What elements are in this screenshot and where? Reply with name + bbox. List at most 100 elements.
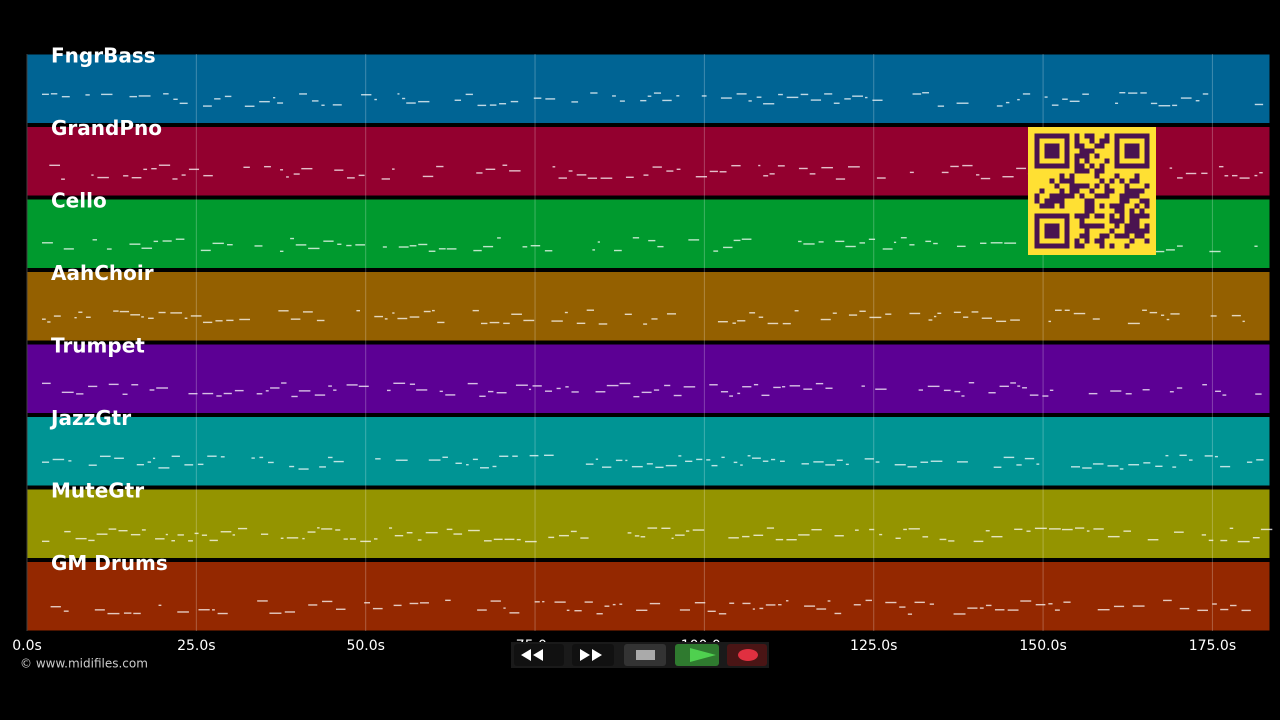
qr-module bbox=[1044, 203, 1050, 209]
note-texture bbox=[907, 613, 913, 615]
note-texture bbox=[835, 178, 846, 180]
note-texture bbox=[122, 393, 128, 395]
note-texture bbox=[872, 99, 883, 101]
note-texture bbox=[172, 178, 178, 180]
note-texture bbox=[782, 322, 791, 325]
note-texture bbox=[798, 240, 802, 243]
note-texture bbox=[1115, 102, 1119, 104]
note-texture bbox=[91, 174, 94, 176]
note-texture bbox=[42, 318, 46, 320]
note-texture bbox=[476, 172, 483, 174]
note-texture bbox=[212, 609, 215, 611]
note-texture bbox=[406, 102, 416, 104]
note-texture bbox=[510, 100, 519, 103]
note-texture bbox=[761, 394, 770, 397]
time-tick-label: 0.0s bbox=[12, 638, 42, 654]
note-texture bbox=[922, 92, 930, 94]
note-texture bbox=[477, 104, 487, 107]
note-texture bbox=[472, 458, 478, 461]
note-texture bbox=[545, 98, 556, 100]
note-texture bbox=[736, 93, 747, 95]
note-texture bbox=[42, 382, 51, 385]
record-button[interactable] bbox=[727, 644, 767, 666]
note-texture bbox=[289, 465, 295, 468]
note-texture bbox=[1149, 311, 1158, 314]
note-texture bbox=[651, 318, 658, 320]
note-texture bbox=[778, 93, 783, 96]
qr-module bbox=[1059, 203, 1065, 209]
note-texture bbox=[184, 464, 194, 466]
rewind-button[interactable] bbox=[514, 644, 564, 666]
note-texture bbox=[848, 314, 858, 316]
note-texture bbox=[980, 242, 987, 244]
note-texture bbox=[402, 97, 406, 100]
note-texture bbox=[773, 386, 781, 389]
note-texture bbox=[1132, 605, 1145, 607]
note-texture bbox=[472, 309, 479, 312]
note-texture bbox=[985, 604, 992, 607]
track-name: FngrBass bbox=[51, 44, 156, 68]
transport-controls bbox=[511, 642, 769, 668]
note-texture bbox=[954, 390, 961, 393]
qr-module bbox=[1144, 203, 1150, 209]
note-texture bbox=[709, 384, 718, 386]
forward-button[interactable] bbox=[572, 644, 614, 666]
note-texture bbox=[868, 238, 876, 240]
note-texture bbox=[319, 466, 326, 468]
note-texture bbox=[794, 310, 799, 312]
note-texture bbox=[574, 610, 582, 612]
qr-module bbox=[1084, 133, 1090, 139]
note-texture bbox=[1044, 96, 1048, 98]
note-texture bbox=[803, 388, 813, 390]
note-texture bbox=[42, 93, 49, 96]
note-texture bbox=[473, 249, 482, 252]
note-texture bbox=[1237, 540, 1250, 543]
note-texture bbox=[226, 319, 234, 322]
note-texture bbox=[496, 392, 507, 394]
note-texture bbox=[742, 602, 751, 605]
qr-module bbox=[1114, 173, 1120, 179]
note-texture bbox=[394, 534, 404, 537]
note-texture bbox=[619, 100, 625, 102]
note-texture bbox=[201, 534, 208, 536]
note-texture bbox=[1230, 604, 1237, 607]
note-texture bbox=[606, 384, 619, 387]
note-texture bbox=[864, 458, 874, 460]
note-texture bbox=[571, 101, 579, 103]
note-texture bbox=[551, 320, 563, 322]
note-texture bbox=[657, 245, 664, 248]
note-texture bbox=[291, 395, 298, 398]
note-texture bbox=[343, 538, 348, 540]
note-texture bbox=[131, 177, 142, 179]
note-texture bbox=[1125, 393, 1132, 395]
note-texture bbox=[337, 243, 342, 245]
play-button[interactable] bbox=[675, 644, 719, 666]
qr-module bbox=[1134, 228, 1140, 234]
qr-module bbox=[1124, 183, 1130, 189]
note-texture bbox=[61, 95, 70, 98]
note-texture bbox=[909, 312, 921, 315]
stop-icon bbox=[636, 650, 655, 660]
qr-module bbox=[1084, 148, 1090, 154]
note-texture bbox=[845, 463, 849, 466]
note-texture bbox=[99, 455, 111, 458]
qr-finder bbox=[1124, 143, 1140, 159]
note-texture bbox=[386, 389, 391, 392]
note-texture bbox=[397, 317, 408, 320]
qr-module bbox=[1114, 233, 1120, 239]
note-texture bbox=[364, 602, 371, 604]
qr-module bbox=[1104, 133, 1110, 139]
note-texture bbox=[177, 534, 184, 536]
note-texture bbox=[1086, 530, 1090, 532]
qr-module bbox=[1144, 238, 1150, 244]
note-texture bbox=[908, 528, 920, 530]
note-texture bbox=[439, 390, 443, 393]
note-texture bbox=[664, 384, 671, 387]
note-texture bbox=[542, 600, 545, 603]
note-texture bbox=[1017, 385, 1021, 387]
stop-button[interactable] bbox=[624, 644, 666, 666]
qr-code[interactable] bbox=[1028, 127, 1156, 255]
note-texture bbox=[323, 240, 334, 242]
note-texture bbox=[209, 539, 218, 542]
note-texture bbox=[565, 386, 569, 388]
